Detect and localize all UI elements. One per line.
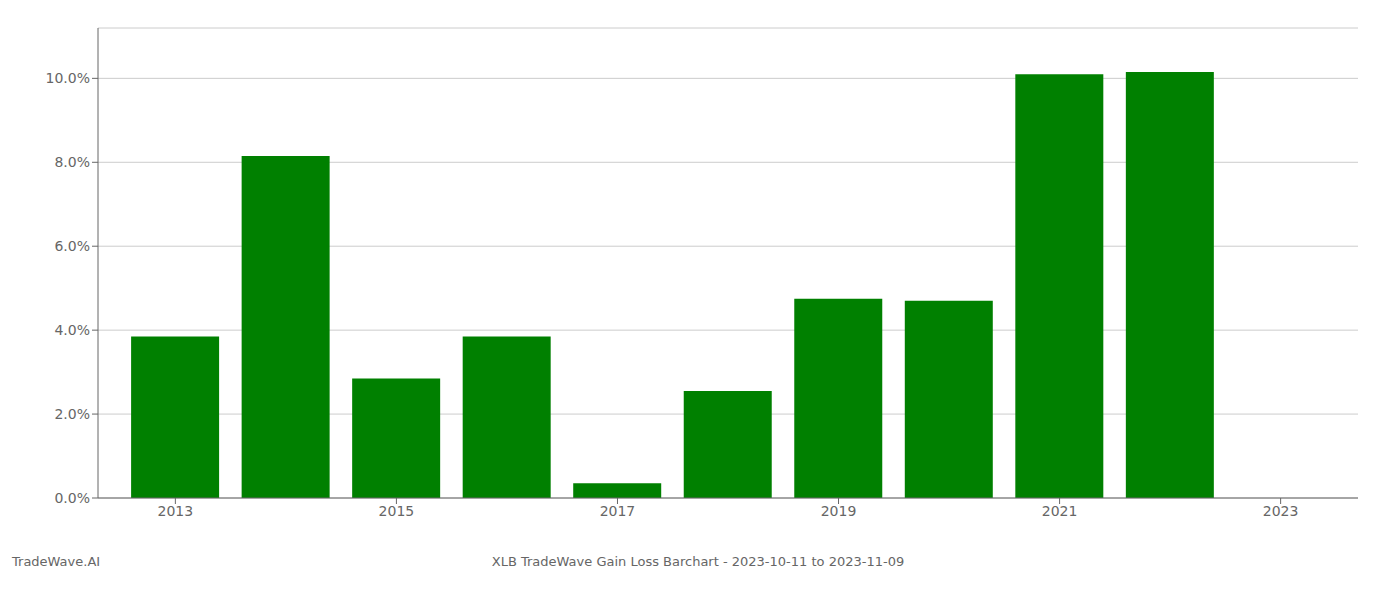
svg-text:2019: 2019: [821, 503, 857, 519]
svg-text:2.0%: 2.0%: [54, 406, 90, 422]
html-text:TradeWave.AI: TradeWave.AI: [12, 554, 101, 569]
svg-text:6.0%: 6.0%: [54, 238, 90, 254]
svg-text:2023: 2023: [1263, 503, 1299, 519]
svg-text:4.0%: 4.0%: [54, 322, 90, 338]
svg-text:10.0%: 10.0%: [46, 70, 90, 86]
svg-text:2017: 2017: [600, 503, 636, 519]
svg-text:2015: 2015: [379, 503, 415, 519]
svg-text:2013: 2013: [158, 503, 194, 519]
html-text:XLB TradeWave Gain Loss Barcha: XLB TradeWave Gain Loss Barchart - 2023-…: [491, 554, 905, 569]
svg-text:2021: 2021: [1042, 503, 1078, 519]
svg-text:0.0%: 0.0%: [54, 490, 90, 506]
svg-text:8.0%: 8.0%: [54, 154, 90, 170]
